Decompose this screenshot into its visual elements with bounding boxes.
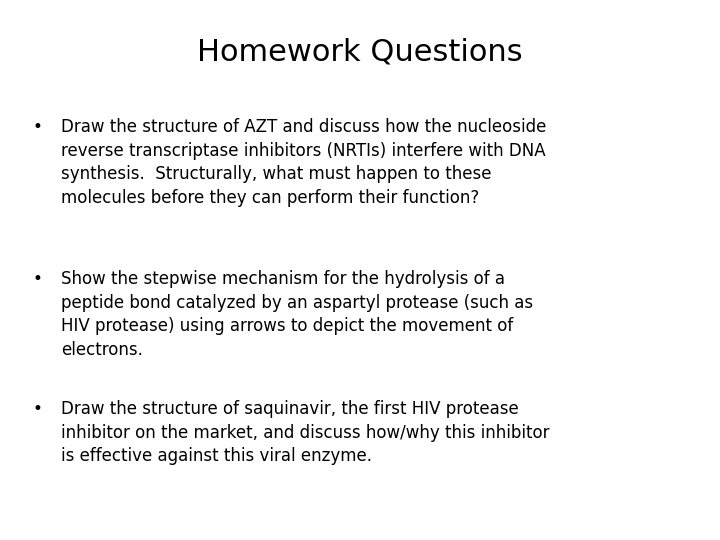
Text: Homework Questions: Homework Questions (197, 38, 523, 67)
Text: Draw the structure of saquinavir, the first HIV protease
inhibitor on the market: Draw the structure of saquinavir, the fi… (61, 400, 549, 465)
Text: •: • (32, 400, 42, 418)
Text: Draw the structure of AZT and discuss how the nucleoside
reverse transcriptase i: Draw the structure of AZT and discuss ho… (61, 118, 546, 207)
Text: Show the stepwise mechanism for the hydrolysis of a
peptide bond catalyzed by an: Show the stepwise mechanism for the hydr… (61, 270, 534, 359)
Text: •: • (32, 118, 42, 136)
Text: •: • (32, 270, 42, 288)
